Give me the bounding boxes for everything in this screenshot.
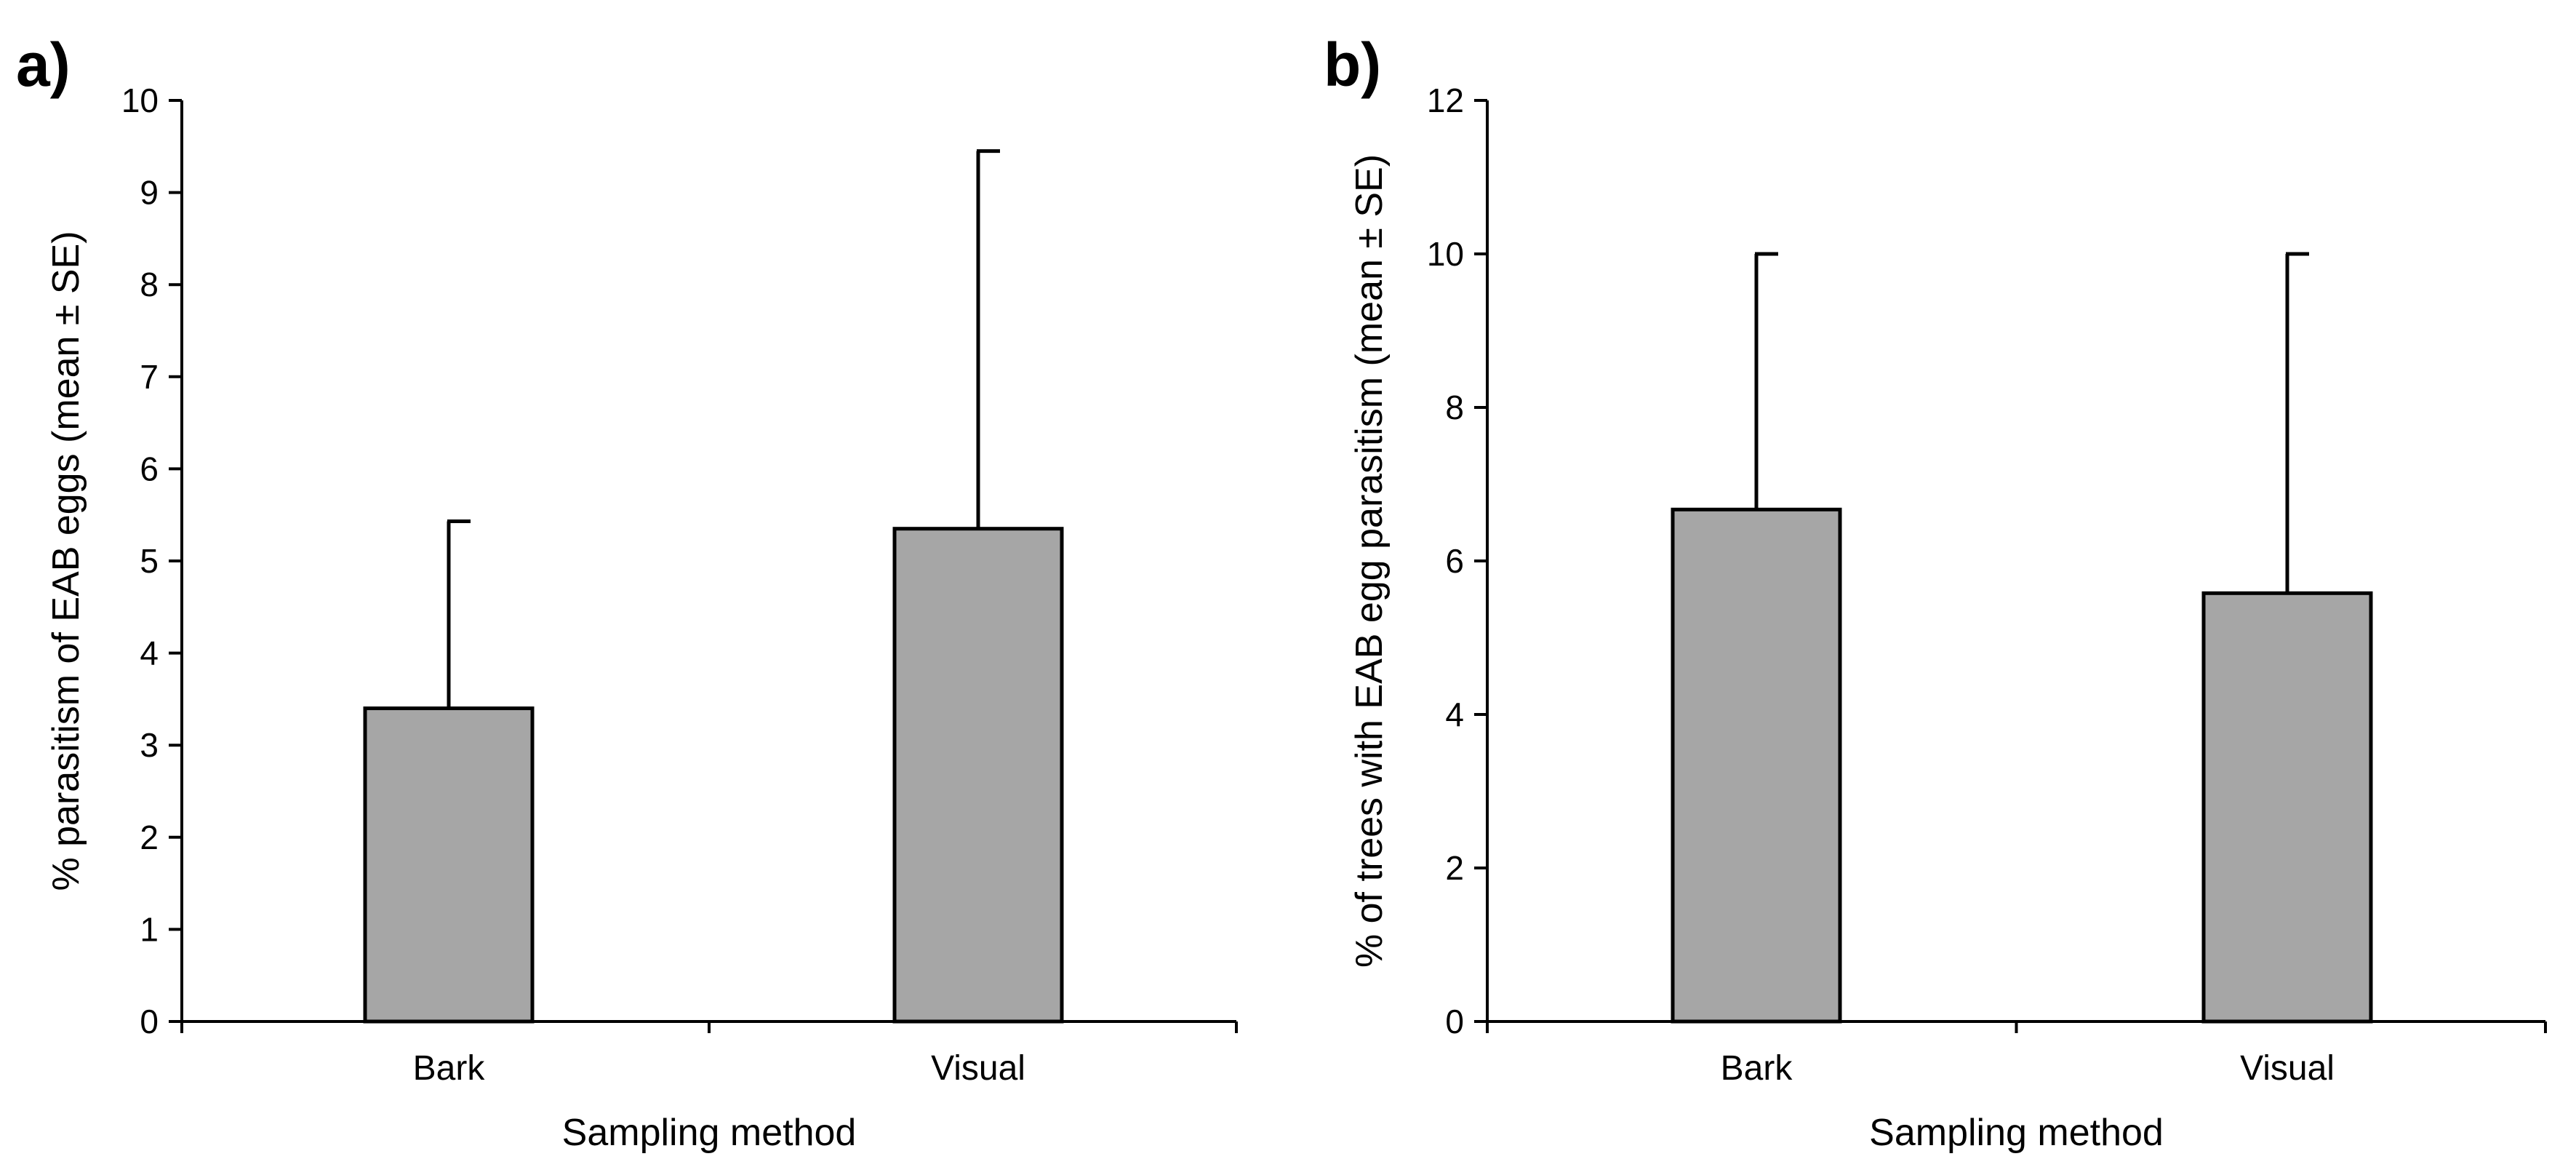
a-category-label-bark: Bark xyxy=(413,1049,486,1088)
b-category-label-bark: Bark xyxy=(1721,1049,1793,1088)
a-x-axis-title: Sampling method xyxy=(562,1112,857,1154)
a-category-label-visual: Visual xyxy=(931,1049,1025,1088)
a-y-tick-label: 10 xyxy=(121,81,159,119)
a-y-tick-label: 8 xyxy=(140,266,159,303)
a-bar-bark xyxy=(363,706,535,1024)
a-y-tick-label: 3 xyxy=(140,726,159,764)
b-y-tick-label: 12 xyxy=(1427,81,1464,119)
b-y-tick-label: 6 xyxy=(1445,542,1464,580)
b-y-tick-label: 4 xyxy=(1445,696,1464,733)
b-y-axis-title: % of trees with EAB egg parasitism (mean… xyxy=(1348,154,1391,968)
a-y-tick-label: 0 xyxy=(140,1003,159,1040)
a-y-tick-label: 4 xyxy=(140,634,159,672)
b-y-tick-label: 2 xyxy=(1445,849,1464,887)
b-panel-label: b) xyxy=(1324,31,1381,99)
a-y-tick-label: 1 xyxy=(140,910,159,948)
a-y-tick-label: 7 xyxy=(140,358,159,396)
a-y-tick-label: 2 xyxy=(140,819,159,856)
a-y-tick-label: 6 xyxy=(140,450,159,487)
a-y-tick-label: 9 xyxy=(140,174,159,212)
b-x-axis-title: Sampling method xyxy=(1869,1112,2164,1154)
a-panel-label: a) xyxy=(16,31,71,99)
panel-a-chart: a) 0 1 2 3 4 5 6 7 8 9 10 Bark Visual Sampling method%… xyxy=(16,31,1238,1154)
b-y-tick-label: 8 xyxy=(1445,389,1464,426)
b-category-label-visual: Visual xyxy=(2240,1049,2335,1088)
b-y-tick-label: 10 xyxy=(1427,235,1464,273)
b-y-tick-label: 0 xyxy=(1445,1003,1464,1040)
b-bar-visual xyxy=(2201,591,2373,1024)
a-bar-visual xyxy=(892,527,1064,1024)
a-y-tick-label: 5 xyxy=(140,542,159,580)
a-y-axis-title: % parasitism of EAB eggs (mean ± SE) xyxy=(45,231,87,891)
panel-b-chart: b) 0 2 4 6 8 10 12 Bark Visual Sampling method % of… xyxy=(1324,31,2547,1154)
b-bar-bark xyxy=(1671,507,1842,1024)
